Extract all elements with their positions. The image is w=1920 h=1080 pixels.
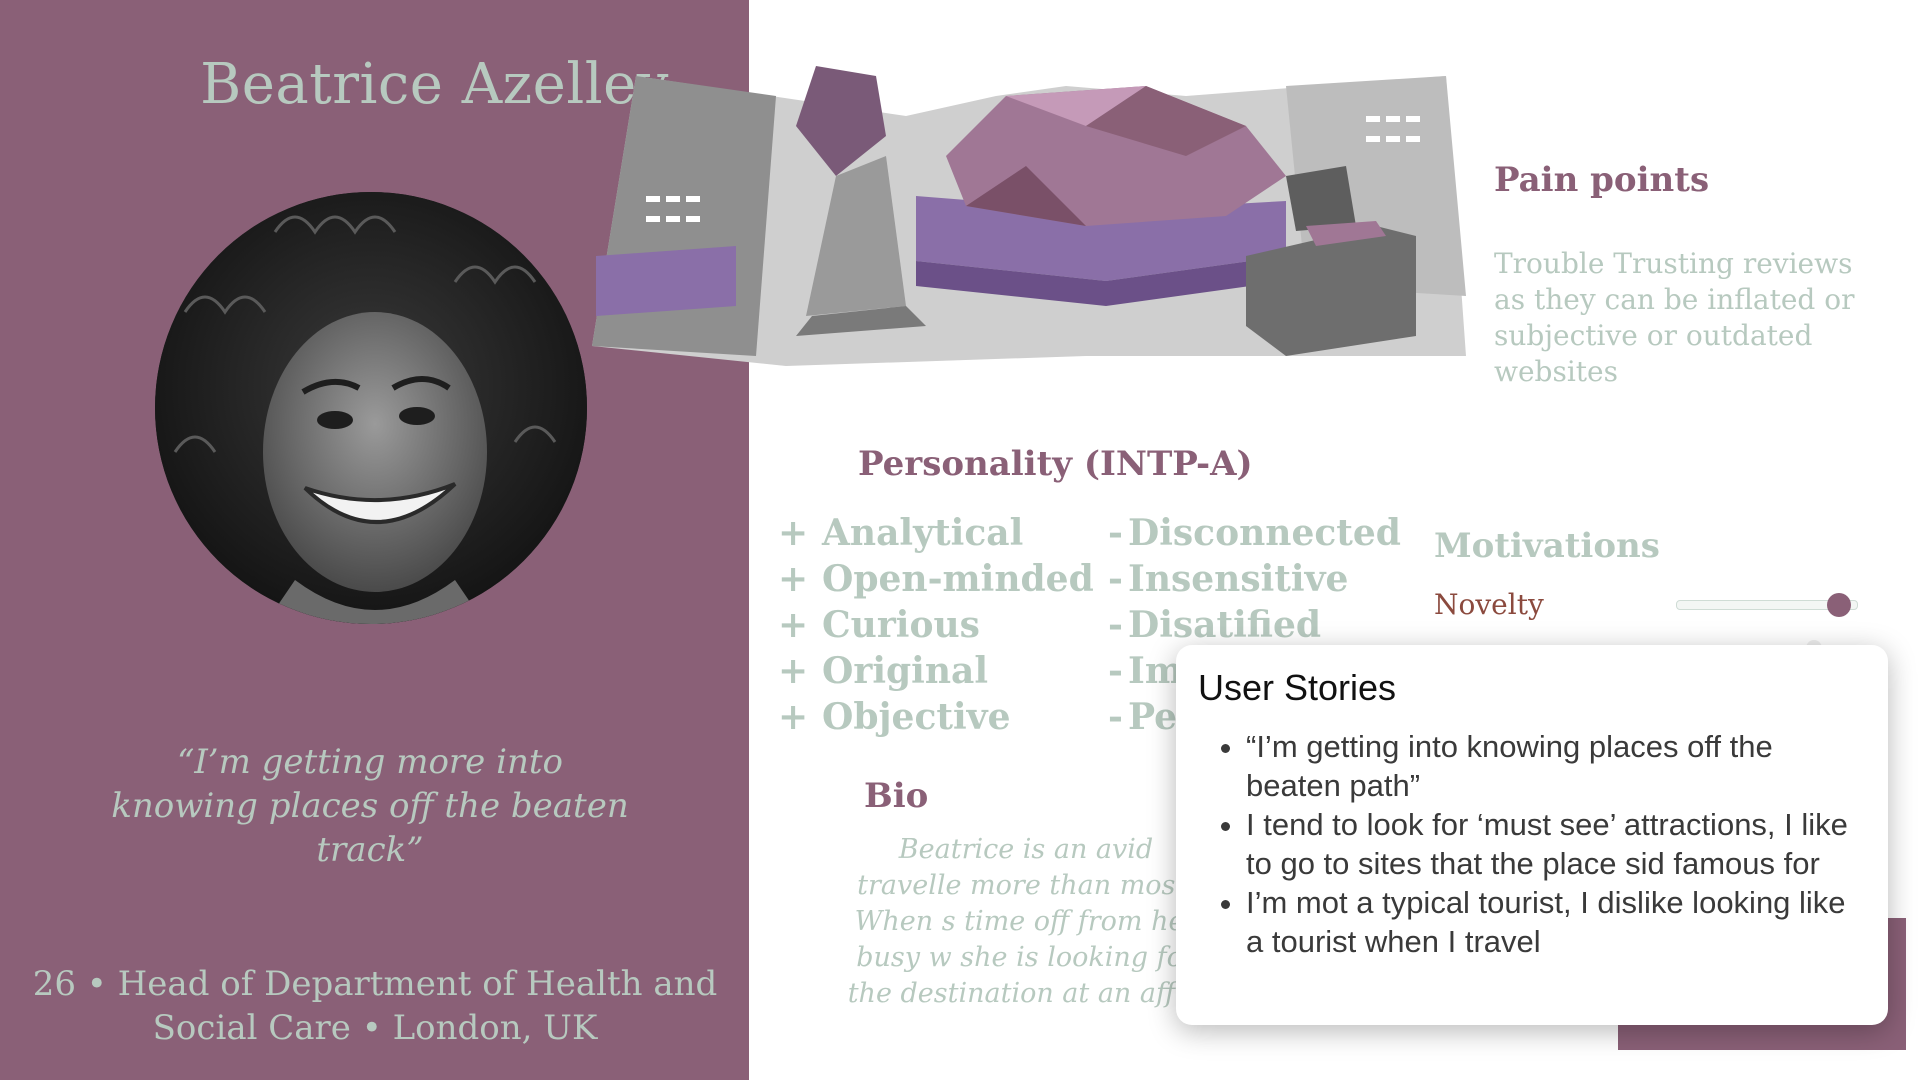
minus-icon: - — [1108, 558, 1123, 600]
trait-label: Disatified — [1128, 604, 1322, 646]
persona-quote: “I’m getting more into knowing places of… — [111, 742, 629, 870]
positive-trait: + Analytical — [778, 510, 1094, 556]
negative-trait: - Disconnected — [1108, 510, 1401, 556]
negative-traits-list: - Disconnected - Insensitive - Disatified -… — [1108, 510, 1401, 740]
trait-label: Analytical — [822, 512, 1024, 554]
portrait-photo-icon — [155, 192, 587, 624]
negative-trait: - Disatified — [1108, 602, 1401, 648]
plus-icon: + — [778, 696, 809, 738]
positive-trait: + Original — [778, 648, 1094, 694]
user-stories-popup: User Stories “I’m getting into knowing p… — [1176, 645, 1888, 1025]
trait-label: Objective — [822, 696, 1011, 738]
trait-label: Pe — [1128, 696, 1178, 738]
positive-trait: + Objective — [778, 694, 1094, 740]
plus-icon: + — [778, 650, 809, 692]
negative-trait: - Pe — [1108, 694, 1401, 740]
pain-points-title: Pain points — [1494, 160, 1710, 200]
negative-trait: - Insensitive — [1108, 556, 1401, 602]
bio-title: Bio — [864, 776, 929, 816]
user-stories-list: “I’m getting into knowing places off the… — [1198, 727, 1866, 961]
partially-hidden-slider-knob — [1806, 640, 1822, 648]
positive-traits-list: + Analytical + Open-minded + Curious + Origi… — [778, 510, 1094, 740]
minus-icon: - — [1108, 512, 1123, 554]
plus-icon: + — [778, 512, 809, 554]
novelty-slider[interactable] — [1676, 593, 1858, 617]
user-story-item: “I’m getting into knowing places off the… — [1246, 727, 1866, 805]
user-stories-title: User Stories — [1198, 667, 1397, 708]
negative-trait: - Im — [1108, 648, 1401, 694]
persona-meta: 26 • Head of Department of Health and So… — [32, 964, 718, 1048]
persona-name: Beatrice Azelley — [200, 52, 669, 117]
positive-trait: + Curious — [778, 602, 1094, 648]
trait-label: Disconnected — [1128, 512, 1401, 554]
trait-label: Curious — [822, 604, 980, 646]
user-story-item: I’m mot a typical tourist, I dislike loo… — [1246, 883, 1866, 961]
traveler-city-illustration-icon — [592, 66, 1466, 366]
user-story-item: I tend to look for ‘must see’ attraction… — [1246, 805, 1866, 883]
trait-label: Insensitive — [1128, 558, 1349, 600]
trait-label: Original — [822, 650, 989, 692]
personality-title: Personality (INTP-A) — [858, 444, 1253, 484]
positive-trait: + Open-minded — [778, 556, 1094, 602]
minus-icon: - — [1108, 650, 1123, 692]
bio-text: Beatrice is an avid travelle more than m… — [847, 834, 1205, 1009]
trait-label: Im — [1128, 650, 1183, 692]
pain-points-text: Trouble Trusting reviews as they can be … — [1494, 247, 1855, 388]
trait-label: Open-minded — [822, 558, 1094, 600]
motivation-label-novelty: Novelty — [1434, 588, 1544, 621]
plus-icon: + — [778, 558, 809, 600]
avatar — [155, 192, 587, 624]
plus-icon: + — [778, 604, 809, 646]
minus-icon: - — [1108, 696, 1123, 738]
minus-icon: - — [1108, 604, 1123, 646]
slider-knob[interactable] — [1827, 593, 1851, 617]
motivations-title: Motivations — [1434, 526, 1660, 566]
